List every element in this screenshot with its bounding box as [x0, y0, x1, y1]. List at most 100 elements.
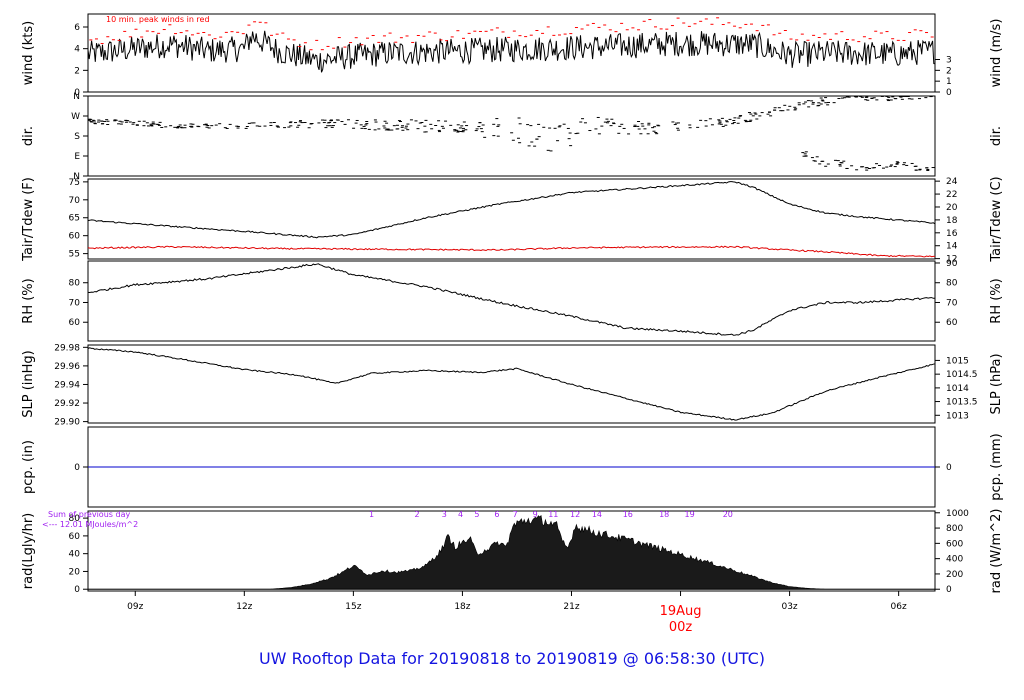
- rad-left-tick-label: 40: [69, 550, 81, 560]
- rad-right-tick-label: 200: [946, 570, 963, 580]
- rh-right-tick-label: 80: [946, 279, 958, 289]
- rad-frame: [87, 510, 936, 592]
- slp-right-tick-label: 1015: [946, 356, 969, 366]
- temp-left-tick-label: 60: [69, 232, 81, 242]
- rad-right-tick-label: 0: [946, 585, 952, 595]
- radiation-hour-label: 1: [369, 510, 374, 519]
- slp-right-tick-label: 1014.5: [946, 370, 978, 380]
- rh-frame: [87, 260, 936, 342]
- radiation-hour-label: 20: [723, 510, 733, 519]
- temp-left-tick-label: 65: [69, 214, 80, 224]
- wind-frame: [87, 13, 936, 93]
- temp-frame: [87, 178, 936, 260]
- wind-left-tick-label: 4: [74, 45, 80, 55]
- temp-right-tick-label: 12: [946, 255, 957, 265]
- radiation-hour-label: 5: [474, 510, 479, 519]
- wind-right-tick-label: 3: [946, 56, 952, 66]
- rh-left-tick-label: 60: [69, 318, 81, 328]
- temp-ylabel-left: Tair/Tdew (F): [21, 177, 36, 262]
- temp-right-tick-label: 24: [946, 177, 958, 187]
- wind-left-tick-label: 0: [74, 88, 80, 98]
- date-marker-label: 19Aug: [660, 604, 702, 619]
- rh-right-tick-label: 70: [946, 298, 958, 308]
- rad-left-tick-label: 60: [69, 532, 81, 542]
- dir-ylabel-left: dir.: [21, 126, 36, 146]
- dir-left-tick-label: S: [74, 132, 80, 142]
- slp-left-tick-label: 29.98: [54, 343, 80, 353]
- temp-left-tick-label: 75: [69, 178, 80, 188]
- radiation-sum-label: Sum of previous day: [48, 510, 130, 519]
- x-tick-label: 09z: [127, 602, 143, 612]
- rh-right-tick-label: 60: [946, 318, 958, 328]
- x-tick-label: 21z: [563, 602, 579, 612]
- rad-ylabel-left: rad(Lgly/hr): [21, 513, 36, 589]
- slp-right-tick-label: 1013.5: [946, 398, 978, 408]
- radiation-area: [88, 515, 935, 590]
- slp-frame: [87, 344, 936, 424]
- dir-left-tick-label: N: [73, 92, 80, 102]
- radiation-hour-label: 19: [685, 510, 695, 519]
- rad-left-tick-label: 80: [69, 514, 81, 524]
- temp-right-tick-label: 14: [946, 242, 958, 252]
- radiation-hour-label: 2: [414, 510, 419, 519]
- radiation-hour-label: 4: [458, 510, 463, 519]
- x-tick-label: 15z: [345, 602, 361, 612]
- radiation-hour-label: 9: [533, 510, 538, 519]
- pcp-ylabel-left: pcp. (in): [21, 440, 36, 494]
- panel-pcp: 0 0 pcp. (in) pcp. (mm): [21, 426, 1004, 508]
- slp-ylabel-right: SLP (hPa): [989, 353, 1004, 414]
- rad-right-tick-label: 600: [946, 539, 963, 549]
- x-tick-label: 12z: [236, 602, 252, 612]
- panel-rh: 60 70 80 60 70 80 90 RH (%) RH (%): [21, 259, 1004, 342]
- slp-series-line: [87, 347, 936, 421]
- rad-left-tick-label: 20: [69, 567, 81, 577]
- rad-right-tick-label: 800: [946, 524, 963, 534]
- wind-right-tick-label: 0: [946, 88, 952, 98]
- slp-left-tick-label: 29.92: [54, 399, 80, 409]
- slp-right-tick-label: 1013: [946, 411, 969, 421]
- rh-left-tick-label: 80: [69, 279, 81, 289]
- x-tick-label: 18z: [454, 602, 470, 612]
- pcp-left-tick-label: 0: [74, 463, 80, 473]
- rad-ylabel-right: rad (W/m^2): [989, 509, 1004, 594]
- slp-right-tick-label: 1014: [946, 384, 969, 394]
- radiation-hour-label: 7: [513, 510, 518, 519]
- wind-left-tick-label: 2: [74, 66, 80, 76]
- slp-left-tick-label: 29.94: [54, 380, 80, 390]
- panel-temp: 55 60 65 70 75 12 14 16 18 20 22 24 Tair/Tdew (F) Tai…: [21, 176, 1004, 264]
- dir-ylabel-right: dir.: [989, 126, 1004, 146]
- chart-title: UW Rooftop Data for 20190818 to 20190819…: [258, 649, 766, 668]
- rad-right-tick-label: 1000: [946, 509, 969, 519]
- rh-left-tick-label: 70: [69, 298, 81, 308]
- wind-right-tick-label: 1: [946, 77, 952, 87]
- panel-slp: 29.90 29.92 29.94 29.96 29.98 1013 1013.5 1014 1…: [21, 343, 1004, 427]
- tair-series-line: [87, 181, 936, 239]
- slp-ylabel-left: SLP (inHg): [21, 350, 36, 418]
- temp-ylabel-right: Tair/Tdew (C): [989, 176, 1004, 262]
- wind-ylabel-right: wind (m/s): [989, 19, 1004, 88]
- pcp-ylabel-right: pcp. (mm): [989, 433, 1004, 500]
- wind-right-tick-label: 2: [946, 66, 952, 76]
- tdew-series-line: [87, 245, 936, 258]
- rh-series-line: [87, 263, 935, 336]
- radiation-sum-value: <--- 12.01 MJoules/m^2: [42, 520, 138, 529]
- temp-right-tick-label: 20: [946, 203, 958, 213]
- dir-left-tick-label: W: [71, 112, 80, 122]
- dir-frame: [87, 95, 936, 177]
- temp-left-tick-label: 70: [69, 196, 81, 206]
- rad-right-tick-label: 400: [946, 555, 963, 565]
- temp-right-tick-label: 18: [946, 216, 958, 226]
- wind-ylabel-left: wind (kts): [21, 21, 36, 85]
- x-tick-label: 03z: [781, 602, 797, 612]
- pcp-right-tick-label: 0: [946, 463, 952, 473]
- slp-left-tick-label: 29.90: [54, 418, 80, 428]
- x-tick-label: 06z: [891, 602, 907, 612]
- radiation-hour-label: 18: [659, 510, 669, 519]
- rh-ylabel-left: RH (%): [21, 278, 36, 323]
- radiation-hour-label: 14: [592, 510, 602, 519]
- wind-annotation: 10 min. peak winds in red: [106, 15, 210, 24]
